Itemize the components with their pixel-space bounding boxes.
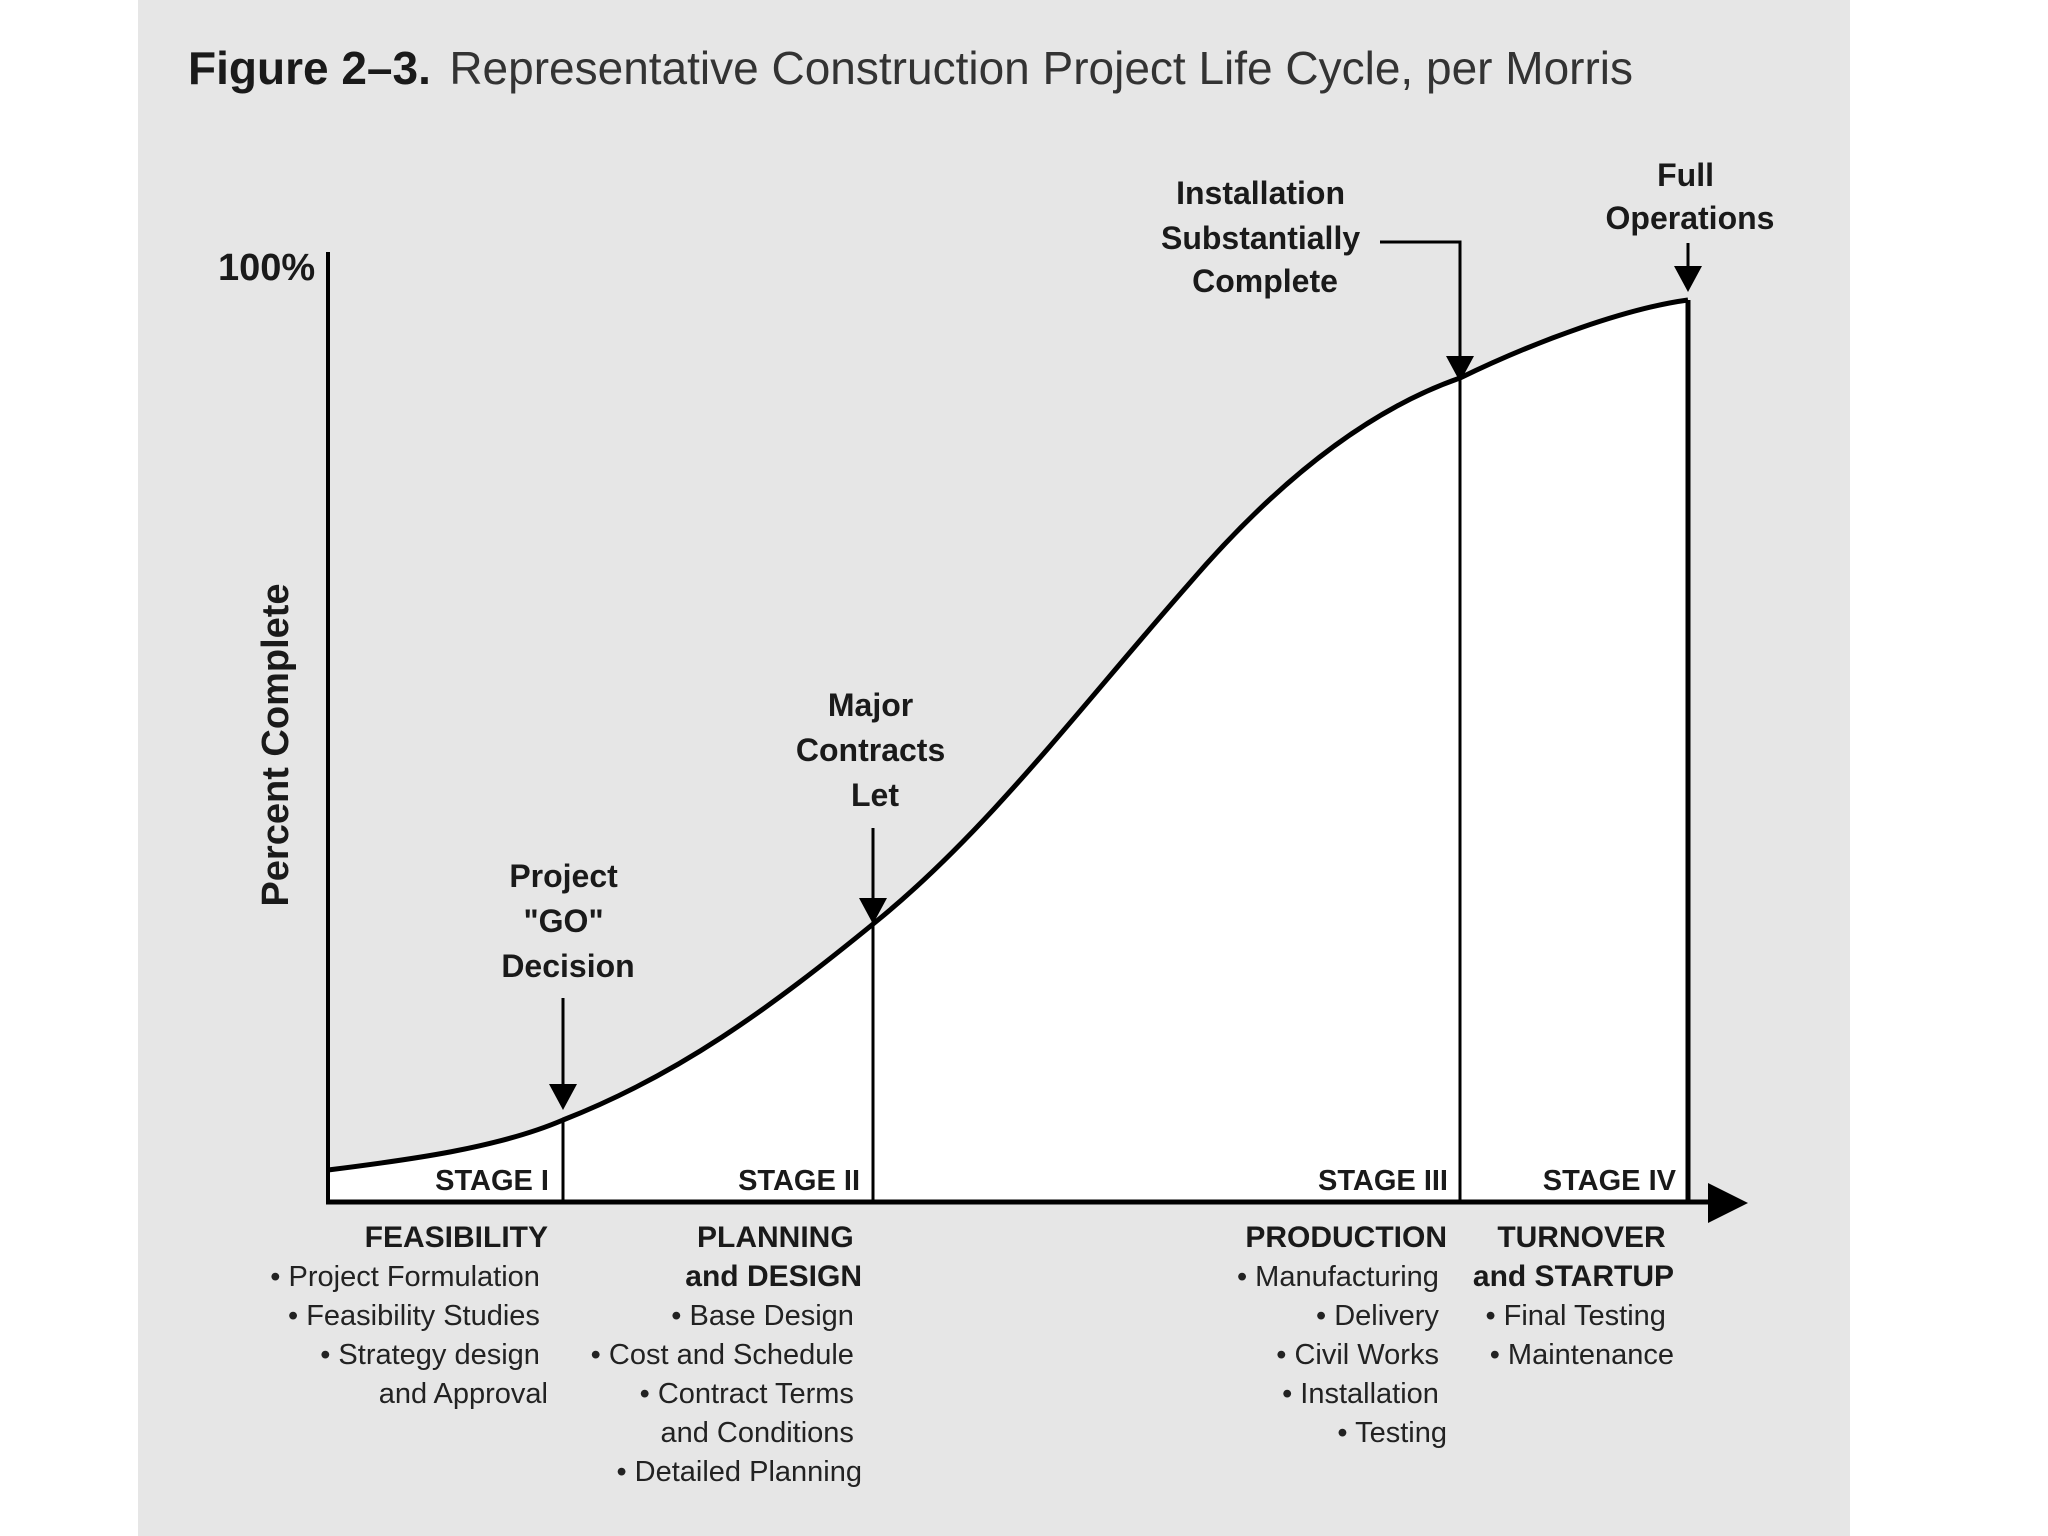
stage-3-item: • Installation bbox=[1282, 1378, 1439, 1410]
milestone-major-contracts: Major Contracts Let bbox=[796, 687, 954, 924]
milestone-contracts-arrowhead bbox=[859, 898, 887, 924]
milestone-operations-arrowhead bbox=[1674, 266, 1702, 292]
stage-3-description: PRODUCTION • Manufacturing • Delivery • … bbox=[1237, 1221, 1447, 1449]
milestone-contracts-line-1: Major bbox=[828, 687, 913, 723]
milestone-installation-line-3: Complete bbox=[1192, 263, 1338, 299]
stage-4-item: • Final Testing bbox=[1485, 1300, 1666, 1332]
x-axis-arrowhead bbox=[1708, 1183, 1748, 1223]
milestone-go-arrowhead bbox=[549, 1084, 577, 1110]
stage-1-description: FEASIBILITY • Project Formulation • Feas… bbox=[270, 1221, 548, 1410]
stage-2-item: • Detailed Planning bbox=[616, 1456, 862, 1488]
stage-2-item: • Cost and Schedule bbox=[591, 1339, 854, 1371]
svg-text:• Base Design • Cost a: • Base Design • Cost and Schedule • Cont… bbox=[591, 1300, 862, 1488]
stage-3-item: • Delivery bbox=[1316, 1300, 1439, 1332]
stage-2-item: and Conditions bbox=[660, 1417, 853, 1449]
milestone-go-line-2: "GO" bbox=[523, 903, 603, 939]
svg-text:• Manufacturing • Deli: • Manufacturing • Delivery • Civil Works… bbox=[1237, 1261, 1447, 1449]
stage-4-item: • Maintenance bbox=[1490, 1339, 1674, 1371]
milestone-operations-line-2: Operations bbox=[1606, 200, 1775, 236]
milestone-installation-complete: Installation Substantially Complete bbox=[1161, 175, 1474, 382]
svg-text:Full Operations: Full Operations bbox=[1606, 157, 1775, 236]
stage-2-title-line: and DESIGN bbox=[685, 1260, 862, 1293]
stage-3-item: • Testing bbox=[1337, 1417, 1447, 1449]
svg-text:PLANNING and DESIGN: PLANNING and DESIGN bbox=[685, 1221, 862, 1293]
stage-2-label: STAGE II bbox=[738, 1165, 860, 1197]
stage-1-item: and Approval bbox=[379, 1378, 548, 1410]
figure-title: Figure 2–3. Representative Construction … bbox=[188, 42, 1633, 94]
stage-1-item: • Project Formulation bbox=[270, 1261, 540, 1293]
svg-text:TURNOVER and STARTUP: TURNOVER and STARTUP bbox=[1473, 1221, 1674, 1293]
figure-caption: Representative Construction Project Life… bbox=[449, 42, 1633, 94]
svg-text:Project "GO" D: Project "GO" Decision bbox=[501, 858, 634, 984]
svg-text:Installation Substanti: Installation Substantially Complete bbox=[1161, 175, 1369, 299]
milestone-contracts-line-3: Let bbox=[851, 777, 899, 813]
milestone-installation-pointer bbox=[1380, 240, 1462, 358]
svg-text:Major Contracts: Major Contracts Let bbox=[796, 687, 954, 813]
stage-2-item: • Base Design bbox=[671, 1300, 854, 1332]
milestone-installation-line-2: Substantially bbox=[1161, 220, 1360, 256]
stage-3-title: PRODUCTION bbox=[1245, 1221, 1447, 1254]
y-axis-title: Percent Complete bbox=[255, 583, 297, 906]
stage-4-title-line: and STARTUP bbox=[1473, 1260, 1674, 1293]
svg-text:• Final Testing • Main: • Final Testing • Maintenance bbox=[1485, 1300, 1674, 1371]
milestone-operations-line-1: Full bbox=[1657, 157, 1714, 193]
y-axis-max-label: 100% bbox=[218, 247, 315, 289]
stage-1-item: • Strategy design bbox=[320, 1339, 540, 1371]
stage-1-title: FEASIBILITY bbox=[365, 1221, 548, 1254]
figure-panel: Figure 2–3. Representative Construction … bbox=[138, 0, 1850, 1536]
stage-3-label: STAGE III bbox=[1318, 1165, 1448, 1197]
stage-3-item: • Manufacturing bbox=[1237, 1261, 1439, 1293]
svg-text:• Project Formulation: • Project Formulation • Feasibility Stud… bbox=[270, 1261, 548, 1410]
stage-1-item: • Feasibility Studies bbox=[288, 1300, 540, 1332]
figure-diagram: Figure 2–3. Representative Construction … bbox=[188, 42, 1775, 1488]
stage-1-label: STAGE I bbox=[435, 1165, 549, 1197]
stage-4-title-line: TURNOVER bbox=[1497, 1221, 1666, 1254]
milestone-go-line-1: Project bbox=[509, 858, 618, 894]
milestone-installation-arrowhead bbox=[1446, 356, 1474, 382]
stage-4-description: TURNOVER and STARTUP • Final Testing • M… bbox=[1473, 1221, 1674, 1371]
stage-2-description: PLANNING and DESIGN • Base Design • Cost… bbox=[591, 1221, 862, 1488]
stage-2-title-line: PLANNING bbox=[697, 1221, 854, 1254]
milestone-contracts-line-2: Contracts bbox=[796, 732, 945, 768]
milestone-go-decision: Project "GO" Decision bbox=[501, 858, 635, 1110]
stage-4-label: STAGE IV bbox=[1543, 1165, 1677, 1197]
milestone-go-line-3: Decision bbox=[501, 948, 634, 984]
milestone-full-operations: Full Operations bbox=[1606, 157, 1775, 292]
stage-2-item: • Contract Terms bbox=[640, 1378, 854, 1410]
stage-3-item: • Civil Works bbox=[1276, 1339, 1439, 1371]
figure-number: Figure 2–3. bbox=[188, 42, 431, 94]
milestone-installation-line-1: Installation bbox=[1176, 175, 1345, 211]
curve-area-fill bbox=[328, 300, 1688, 1202]
